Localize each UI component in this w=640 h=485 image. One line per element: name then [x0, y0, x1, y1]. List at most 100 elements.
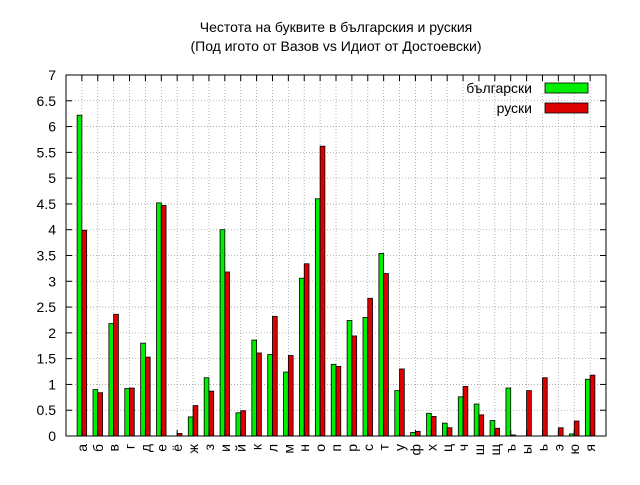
legend-swatch: [544, 82, 589, 94]
bar: [235, 412, 242, 437]
x-tick-label: ж: [185, 443, 201, 453]
bar: [557, 427, 564, 437]
x-tick-label: з: [201, 444, 217, 450]
bar: [462, 386, 469, 437]
x-tick-label: е: [153, 444, 169, 452]
bar: [224, 271, 230, 437]
x-tick-label: н: [296, 444, 312, 452]
bar: [203, 377, 210, 437]
y-tick-label: 4: [48, 222, 56, 238]
x-tick-label: т: [376, 443, 392, 450]
bar: [299, 277, 305, 437]
bars: [76, 114, 596, 437]
bar: [542, 377, 548, 437]
bar: [367, 297, 373, 437]
y-tick-label: 7: [48, 67, 56, 83]
x-tick-label: р: [344, 444, 360, 452]
chart-title: Честота на буквите в българския и руския: [200, 19, 473, 35]
bar: [346, 320, 353, 437]
x-tick-label: ё: [169, 444, 185, 452]
x-tick-label: о: [312, 444, 328, 452]
y-tick-label: 4.5: [37, 196, 57, 212]
bar: [526, 390, 532, 437]
bar: [378, 253, 385, 437]
bar: [129, 387, 135, 437]
bar: [156, 202, 162, 437]
bar: [589, 374, 596, 437]
bar: [426, 412, 432, 437]
bar: [573, 420, 580, 437]
y-tick-label: 5.5: [37, 144, 57, 160]
bar: [457, 396, 464, 437]
x-tick-label: ш: [471, 444, 487, 455]
x-tick-label: й: [233, 444, 249, 452]
bar: [415, 430, 421, 437]
bar: [113, 313, 119, 437]
bar: [240, 410, 246, 437]
x-tick-label: в: [106, 444, 122, 451]
x-tick-label: ю: [566, 444, 582, 455]
legend-label: руски: [497, 100, 532, 116]
x-tick-label: к: [249, 443, 265, 450]
bar: [478, 414, 485, 437]
bar: [362, 316, 369, 437]
bar: [383, 273, 389, 437]
y-tick-label: 1: [48, 376, 56, 392]
y-tick-label: 6.5: [37, 93, 57, 109]
x-tick-label: ы: [519, 444, 535, 454]
bar: [267, 354, 273, 437]
y-tick-label: 1.5: [37, 351, 57, 367]
chart-subtitle: (Под игото от Вазов vs Идиот от Достоевс…: [190, 38, 481, 54]
bar: [287, 355, 294, 437]
bar: [208, 390, 215, 437]
x-tick-label: б: [90, 444, 106, 452]
bar: [81, 229, 88, 437]
plot-frame: [65, 74, 607, 437]
y-tick-label: 0.5: [37, 402, 57, 418]
x-tick-label: э: [550, 444, 566, 451]
y-tick-label: 3.5: [37, 248, 57, 264]
bar: [351, 335, 358, 437]
y-tick-label: 3: [48, 273, 56, 289]
x-tick-label: я: [582, 444, 598, 452]
bar: [76, 114, 83, 437]
bar: [145, 356, 151, 437]
bar: [97, 392, 103, 437]
bar: [410, 431, 416, 437]
bar: [335, 365, 342, 437]
x-tick-label: х: [423, 444, 439, 451]
x-tick-label: д: [137, 444, 153, 452]
bar: [319, 145, 326, 437]
legend-swatch: [544, 102, 589, 114]
bar: [256, 352, 262, 437]
bar: [251, 339, 257, 437]
bar: [446, 427, 453, 437]
bar: [330, 363, 337, 437]
x-tick-label: ф: [407, 444, 423, 456]
bar: [272, 315, 278, 437]
bar: [160, 205, 167, 437]
bar: [124, 388, 130, 437]
bar: [92, 389, 99, 437]
x-tick-label: щ: [487, 444, 503, 456]
bar: [489, 420, 496, 437]
bar: [399, 368, 405, 437]
x-tick-label: г: [122, 444, 138, 449]
x-tick-label: у: [392, 444, 408, 451]
y-tick-label: 2.5: [37, 299, 57, 315]
bar: [430, 416, 437, 437]
bar: [584, 378, 591, 437]
x-tick-label: и: [217, 444, 233, 452]
bar: [473, 403, 480, 437]
y-tick-label: 5: [48, 170, 56, 186]
bar: [314, 198, 321, 437]
bar: [192, 405, 199, 437]
bar: [394, 390, 400, 437]
x-tick-label: а: [74, 444, 90, 452]
bar: [442, 422, 448, 437]
x-tick-label: с: [360, 444, 376, 451]
y-tick-label: 2: [48, 325, 56, 341]
bar: [505, 387, 512, 437]
